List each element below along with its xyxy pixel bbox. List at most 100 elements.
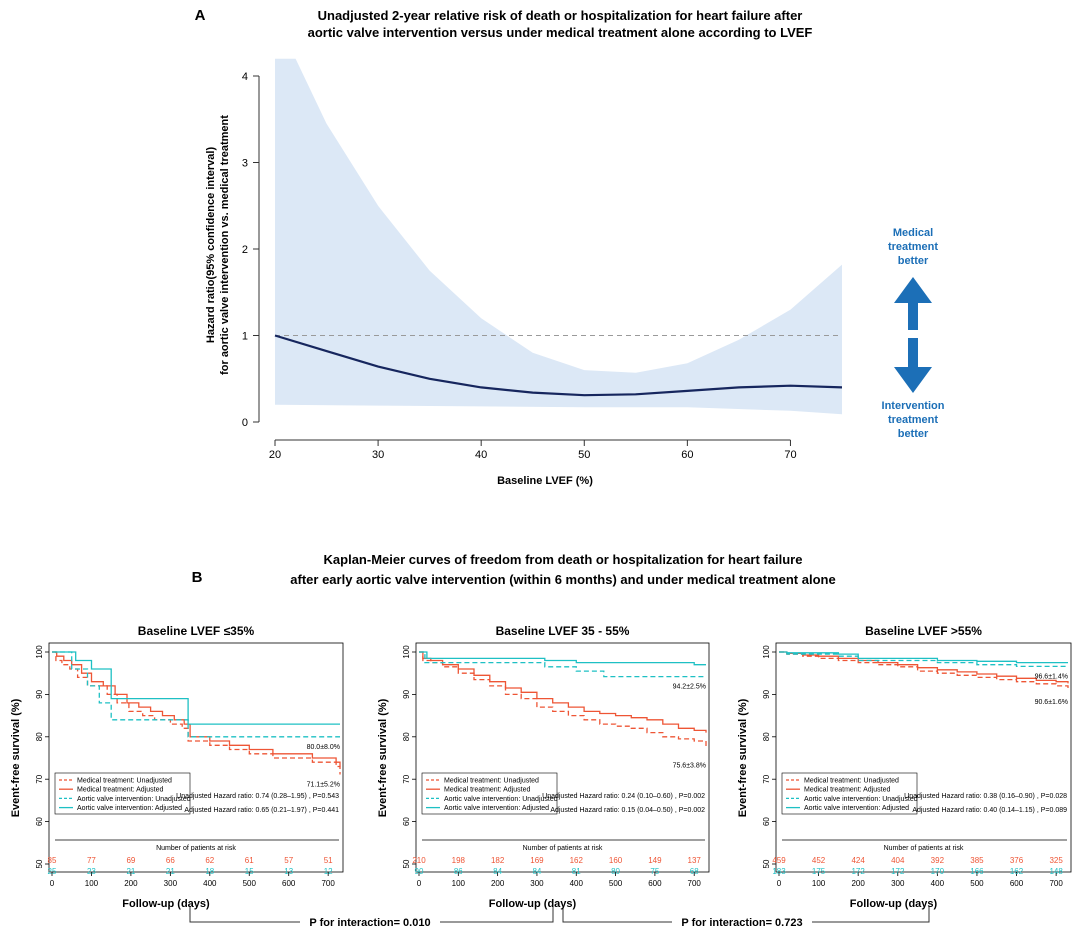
risk-count-aortic: 148: [1049, 867, 1063, 876]
risk-count-medical: 137: [688, 856, 702, 865]
risk-count-aortic: 170: [931, 867, 945, 876]
confidence-band: [275, 58, 842, 415]
x-tick-label: 100: [452, 879, 466, 888]
x-tick-label: 40: [475, 449, 487, 461]
risk-count-aortic: 80: [611, 867, 620, 876]
panel-b-title-line1: Kaplan-Meier curves of freedom from deat…: [324, 552, 803, 567]
risk-count-medical: 404: [891, 856, 905, 865]
annot-bottom-line1: Intervention: [882, 400, 945, 412]
km-ylabel: Event-free survival (%): [10, 698, 22, 817]
panel-a-ylabel-line2: for aortic valve intervention vs. medica…: [219, 115, 231, 375]
risk-count-medical: 162: [570, 856, 584, 865]
x-tick-label: 500: [243, 879, 257, 888]
x-tick-label: 20: [269, 449, 281, 461]
y-tick-label: 60: [762, 817, 771, 826]
risk-count-medical: 169: [530, 856, 544, 865]
risk-count-medical: 149: [648, 856, 662, 865]
x-tick-label: 30: [372, 449, 384, 461]
km-chart-lvef-le35: Baseline LVEF ≤35% Event-free survival (%…: [10, 624, 344, 910]
legend-label: Medical treatment: Unadjusted: [804, 778, 899, 785]
y-tick-label: 100: [35, 645, 44, 659]
plot-frame: [48, 642, 344, 873]
risk-count-aortic: 84: [493, 867, 502, 876]
risk-count-medical: 459: [772, 856, 786, 865]
survival-annotation: 80.0±8.0%: [307, 744, 340, 751]
y-tick-label: 2: [242, 244, 248, 256]
km-xlabel: Follow-up (days): [122, 898, 210, 910]
interaction-brackets: P for interaction= 0.010 P for interacti…: [189, 906, 930, 930]
risk-count-aortic: 13: [284, 867, 293, 876]
legend-box: [54, 772, 191, 815]
km-xlabel: Follow-up (days): [850, 898, 938, 910]
hazard-ratio-adjusted: Adjusted Hazard ratio: 0.40 (0.14–1.15) …: [912, 807, 1067, 814]
panel-b-title-line2: after early aortic valve intervention (w…: [290, 572, 835, 587]
y-tick-label: 90: [402, 689, 411, 698]
km-curve-medical-unadjusted: [419, 651, 707, 748]
panel-b-label: B: [192, 569, 203, 586]
x-tick-label: 100: [812, 879, 826, 888]
y-tick-label: 80: [762, 732, 771, 741]
legend-label: Medical treatment: Unadjusted: [77, 778, 172, 785]
risk-count-medical: 51: [324, 856, 333, 865]
x-tick-label: 200: [491, 879, 505, 888]
y-tick-label: 70: [35, 774, 44, 783]
plot-frame: [415, 642, 710, 873]
risk-count-aortic: 23: [87, 867, 96, 876]
survival-annotation: 90.6±1.6%: [1035, 699, 1068, 706]
y-tick-label: 100: [402, 645, 411, 659]
hazard-ratio-adjusted: Adjusted Hazard ratio: 0.65 (0.21–1.97) …: [184, 807, 339, 814]
risk-count-aortic: 81: [572, 867, 581, 876]
hazard-ratio-unadjusted: Unadjusted Hazard ratio: 0.74 (0.28–1.95…: [176, 793, 339, 800]
annot-bottom-line3: better: [898, 428, 929, 440]
legend-label: Aortic valve intervention: Adjusted: [804, 805, 909, 812]
legend-label: Medical treatment: Adjusted: [77, 787, 163, 794]
panel-a-label: A: [195, 7, 206, 24]
x-tick-label: 700: [1049, 879, 1063, 888]
hazard-ratio-unadjusted: Unadjusted Hazard ratio: 0.24 (0.10–0.60…: [542, 793, 705, 800]
km-curve-medical-adjusted: [52, 651, 341, 767]
risk-count-aortic: 12: [324, 867, 333, 876]
arrow-up-icon: [894, 277, 932, 330]
risk-count-aortic: 183: [772, 867, 786, 876]
km-ylabel: Event-free survival (%): [737, 698, 749, 817]
x-tick-label: 0: [417, 879, 422, 888]
km-curve-aortic-unadjusted: [779, 651, 1068, 668]
hazard-ratio-chart: 0 1 2 3 4 20 30 40 50 60 70: [242, 58, 843, 461]
risk-count-medical: 392: [931, 856, 945, 865]
risk-table-title: Number of patients at risk: [884, 845, 964, 852]
km-curve-aortic-adjusted: [52, 651, 340, 725]
km-curve-medical-unadjusted: [52, 651, 341, 775]
y-tick-label: 3: [242, 158, 248, 170]
y-tick-label: 90: [762, 689, 771, 698]
x-tick-label: 50: [578, 449, 590, 461]
x-tick-label: 70: [784, 449, 796, 461]
panel-a-xlabel: Baseline LVEF (%): [497, 475, 593, 487]
y-tick-label: 4: [242, 71, 248, 83]
y-tick-label: 1: [242, 331, 248, 343]
panel-a-annotations: Medical treatment better Intervention tr…: [882, 227, 945, 440]
risk-count-aortic: 25: [48, 867, 57, 876]
hazard-ratio-unadjusted: Unadjusted Hazard ratio: 0.38 (0.16–0.90…: [904, 793, 1067, 800]
x-tick-label: 300: [891, 879, 905, 888]
risk-table-title: Number of patients at risk: [523, 845, 603, 852]
legend-label: Aortic valve intervention: Unadjusted: [77, 796, 191, 803]
risk-count-medical: 376: [1010, 856, 1024, 865]
km-curve-medical-adjusted: [779, 651, 1069, 684]
legend-label: Medical treatment: Adjusted: [804, 787, 890, 794]
x-tick-label: 600: [648, 879, 662, 888]
legend-label: Medical treatment: Adjusted: [444, 787, 530, 794]
x-tick-label: 300: [530, 879, 544, 888]
risk-count-medical: 61: [245, 856, 254, 865]
risk-count-medical: 198: [452, 856, 466, 865]
km-chart-lvef-gt55: Baseline LVEF >55% Event-free survival (%…: [737, 624, 1072, 910]
annot-top-line3: better: [898, 255, 929, 267]
km-xlabel: Follow-up (days): [489, 898, 577, 910]
x-tick-label: 500: [609, 879, 623, 888]
risk-count-medical: 424: [851, 856, 865, 865]
risk-count-medical: 66: [166, 856, 175, 865]
y-tick-label: 70: [402, 774, 411, 783]
x-tick-label: 100: [85, 879, 99, 888]
risk-count-medical: 210: [412, 856, 426, 865]
x-tick-label: 600: [282, 879, 296, 888]
